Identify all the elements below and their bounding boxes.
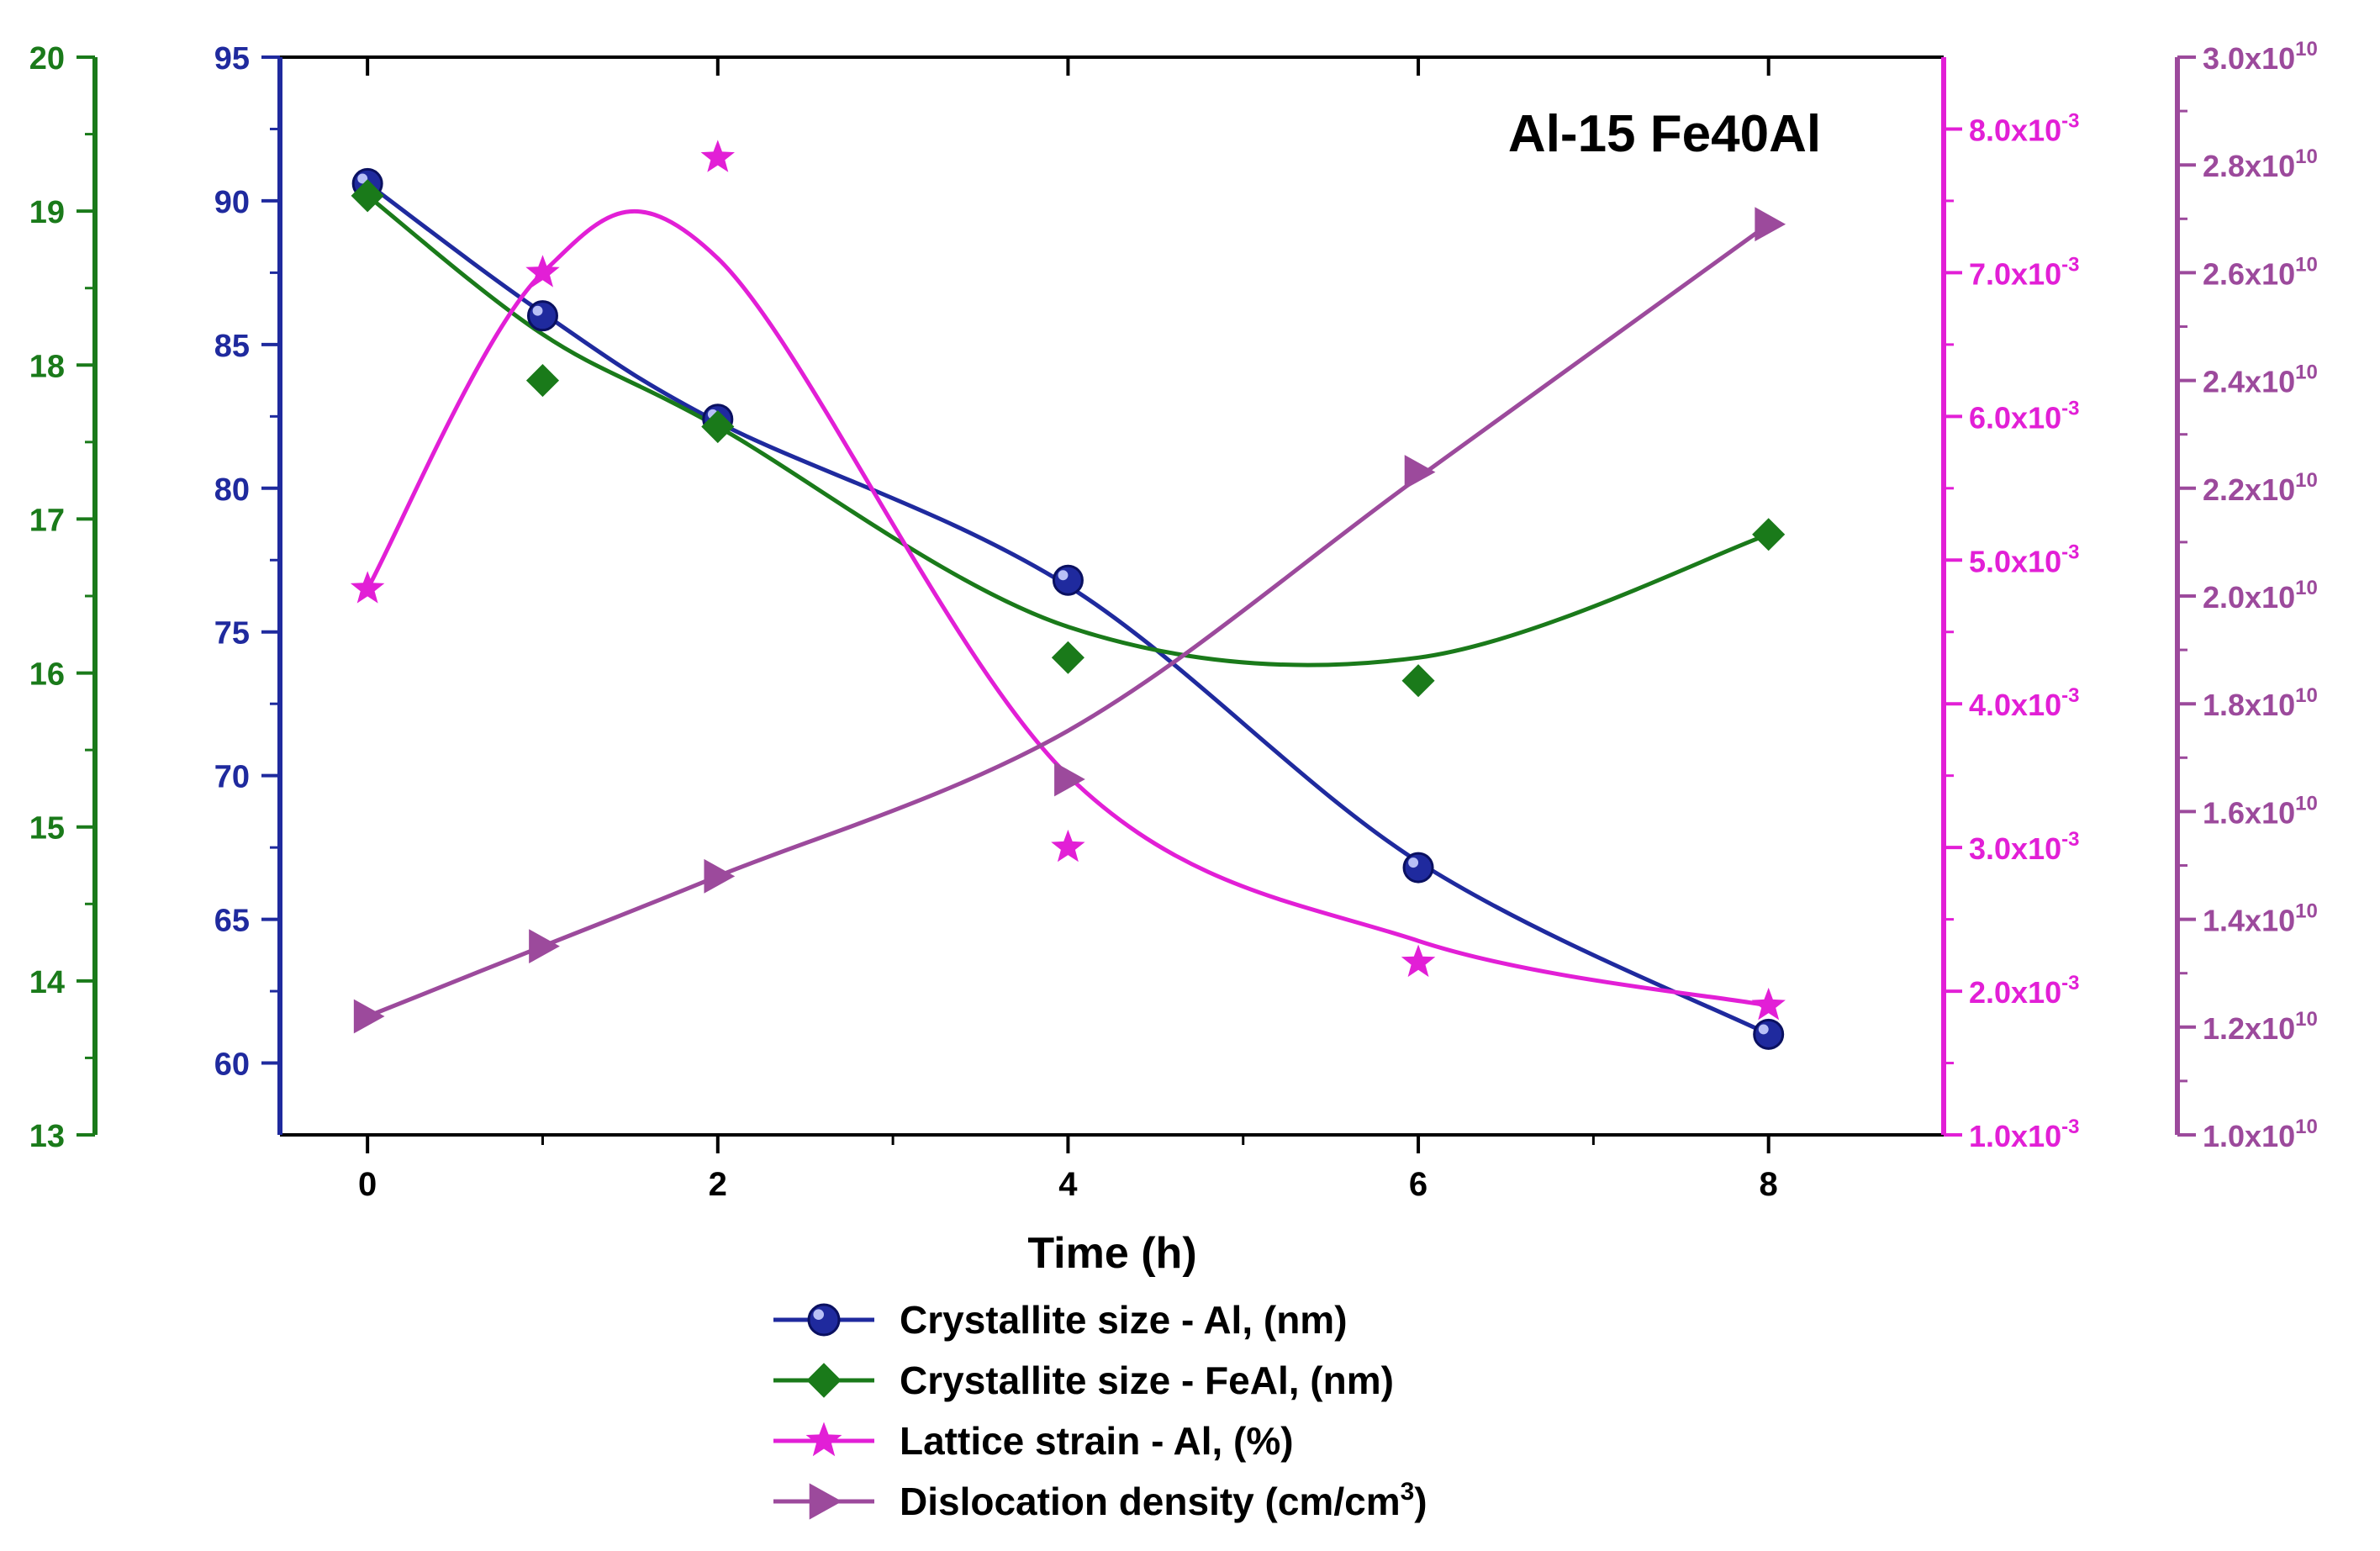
purple-y-tick-label: 1.0x1010 bbox=[2203, 1116, 2318, 1153]
data-point-crystallite-size-feal-nm bbox=[701, 409, 735, 444]
blue-y-tick-label: 65 bbox=[214, 904, 250, 939]
green-y-tick-label: 15 bbox=[29, 811, 65, 847]
purple-y-tick-label: 1.2x1010 bbox=[2203, 1008, 2318, 1046]
data-point-dislocation-density-cm-cm bbox=[1755, 207, 1786, 242]
magenta-y-tick-label: 1.0x10-3 bbox=[1969, 1116, 2079, 1153]
green-y-tick-label: 14 bbox=[29, 965, 65, 1000]
magenta-y-tick-label: 4.0x10-3 bbox=[1969, 684, 2079, 722]
x-tick-label: 6 bbox=[1409, 1166, 1427, 1203]
data-point-lattice-strain-al bbox=[1751, 987, 1786, 1021]
green-y-tick-label: 19 bbox=[29, 195, 65, 230]
magenta-y-tick-label: 8.0x10-3 bbox=[1969, 109, 2079, 147]
blue-y-tick-label: 85 bbox=[214, 329, 250, 364]
series-curve-crystallite-size-feal-nm bbox=[366, 193, 1770, 667]
data-point-crystallite-size-al-nm bbox=[1402, 852, 1434, 884]
blue-y-tick-label: 75 bbox=[214, 616, 250, 652]
data-point-crystallite-size-al-nm-highlight bbox=[532, 305, 543, 316]
legend-marker bbox=[806, 1363, 842, 1398]
magenta-y-tick-label: 3.0x10-3 bbox=[1969, 828, 2079, 866]
blue-y-tick-label: 95 bbox=[214, 41, 250, 76]
series-curve-crystallite-size-al-nm bbox=[366, 182, 1770, 1037]
series-curve-lattice-strain-al bbox=[366, 208, 1770, 1008]
legend-marker bbox=[807, 1303, 841, 1337]
data-point-crystallite-size-feal-nm bbox=[1401, 664, 1435, 698]
data-point-lattice-strain-al bbox=[525, 255, 560, 288]
green-y-tick-label: 20 bbox=[29, 41, 65, 76]
magenta-y-tick-label: 2.0x10-3 bbox=[1969, 972, 2079, 1010]
data-point-lattice-strain-al bbox=[1051, 829, 1085, 863]
x-axis-label: Time (h) bbox=[1027, 1229, 1196, 1278]
data-point-dislocation-density-cm-cm bbox=[1054, 762, 1085, 797]
data-point-crystallite-size-al-nm bbox=[526, 300, 558, 332]
data-point-lattice-strain-al bbox=[350, 571, 385, 604]
x-tick-label: 8 bbox=[1760, 1166, 1778, 1203]
legend-entry-label: Dislocation density (cm/cm3) bbox=[900, 1478, 1427, 1523]
magenta-y-tick-label: 7.0x10-3 bbox=[1969, 253, 2079, 291]
green-y-tick-label: 13 bbox=[29, 1119, 65, 1154]
green-y-tick-label: 17 bbox=[29, 503, 65, 538]
data-point-crystallite-size-feal-nm bbox=[1752, 518, 1786, 551]
purple-y-tick-label: 2.6x1010 bbox=[2203, 253, 2318, 291]
x-tick-label: 2 bbox=[709, 1166, 727, 1203]
legend-marker bbox=[805, 1422, 842, 1457]
data-point-crystallite-size-al-nm bbox=[1753, 1018, 1785, 1050]
green-y-tick-label: 16 bbox=[29, 657, 65, 693]
purple-y-tick-label: 2.2x1010 bbox=[2203, 469, 2318, 507]
magenta-y-tick-label: 5.0x10-3 bbox=[1969, 541, 2079, 578]
data-point-crystallite-size-al-nm-highlight bbox=[1758, 1024, 1769, 1035]
legend-entry-label: Lattice strain - Al, (%) bbox=[900, 1419, 1294, 1463]
data-point-crystallite-size-al-nm-highlight bbox=[1058, 570, 1069, 581]
blue-y-tick-label: 70 bbox=[214, 760, 250, 795]
purple-y-tick-label: 2.0x1010 bbox=[2203, 577, 2318, 615]
purple-y-tick-label: 2.4x1010 bbox=[2203, 361, 2318, 399]
data-point-crystallite-size-al-nm-highlight bbox=[1408, 857, 1419, 868]
data-point-lattice-strain-al bbox=[1401, 944, 1436, 978]
purple-y-tick-label: 1.8x1010 bbox=[2203, 684, 2318, 722]
legend-marker-highlight bbox=[813, 1309, 824, 1320]
purple-y-tick-label: 3.0x1010 bbox=[2203, 38, 2318, 76]
green-y-tick-label: 18 bbox=[29, 349, 65, 384]
data-point-dislocation-density-cm-cm bbox=[353, 999, 385, 1034]
data-point-dislocation-density-cm-cm bbox=[704, 858, 736, 894]
data-point-crystallite-size-feal-nm bbox=[525, 364, 560, 398]
blue-y-tick-label: 60 bbox=[214, 1047, 250, 1083]
data-point-lattice-strain-al bbox=[700, 140, 735, 172]
blue-y-tick-label: 90 bbox=[214, 185, 250, 220]
x-tick-label: 0 bbox=[358, 1166, 377, 1203]
data-point-crystallite-size-feal-nm bbox=[1051, 641, 1084, 674]
legend-entry-label: Crystallite size - FeAl, (nm) bbox=[900, 1358, 1394, 1402]
x-tick-label: 4 bbox=[1058, 1166, 1078, 1203]
blue-y-tick-label: 80 bbox=[214, 472, 250, 508]
data-point-dislocation-density-cm-cm bbox=[529, 929, 560, 964]
purple-y-tick-label: 1.4x1010 bbox=[2203, 900, 2318, 938]
chart-annotation: Al-15 Fe40Al bbox=[1508, 105, 1821, 163]
data-point-crystallite-size-al-nm bbox=[1052, 564, 1084, 596]
data-point-crystallite-size-al-nm-highlight bbox=[357, 173, 368, 184]
data-point-dislocation-density-cm-cm bbox=[1404, 455, 1436, 489]
legend-marker bbox=[809, 1483, 842, 1520]
data-point-crystallite-size-feal-nm bbox=[351, 179, 384, 213]
purple-y-tick-label: 1.6x1010 bbox=[2203, 792, 2318, 830]
magenta-y-tick-label: 6.0x10-3 bbox=[1969, 397, 2079, 435]
purple-y-tick-label: 2.8x1010 bbox=[2203, 145, 2318, 183]
legend-entry-label: Crystallite size - Al, (nm) bbox=[900, 1298, 1348, 1342]
